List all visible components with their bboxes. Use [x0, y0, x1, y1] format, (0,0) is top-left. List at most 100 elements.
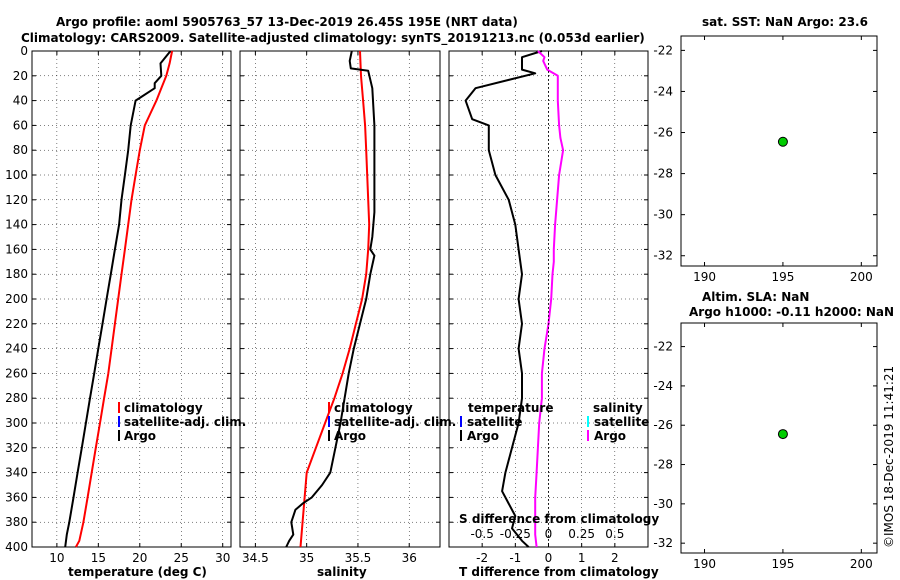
x-tick-label: 34.5 [242, 551, 269, 565]
legend-label-climatology: climatology [124, 401, 203, 415]
legend-swatch-s-satellite [587, 416, 589, 427]
x-tick-label: 15 [91, 551, 106, 565]
x-tick-label: 35.5 [345, 551, 372, 565]
argo-line [285, 50, 376, 548]
legend-swatch-climatology [328, 402, 330, 413]
legend-label-satellite: satellite-adj. clim. [334, 415, 456, 429]
y-tick-label: 360 [5, 490, 28, 504]
x-tick-label: 1 [578, 551, 586, 565]
y-tick-label: 240 [5, 342, 28, 356]
legend-title-salinity: salinity [593, 401, 643, 415]
s-tick-label: -0.5 [470, 527, 493, 541]
y-tick-label: -24 [653, 84, 673, 98]
y-tick-label: -26 [653, 418, 673, 432]
legend-swatch-s-argo [587, 430, 589, 441]
y-tick-label: -26 [653, 126, 673, 140]
y-tick-label: 100 [5, 168, 28, 182]
salinity-xlabel: salinity [317, 565, 367, 579]
map-frame [680, 322, 878, 554]
legend-title-temperature: temperature [468, 401, 553, 415]
legend-swatch-climatology [118, 402, 120, 413]
y-tick-label: -28 [653, 458, 673, 472]
x-tick-label: 0 [545, 551, 553, 565]
legend-swatch-t-satellite [460, 416, 462, 427]
climatology-line [299, 50, 371, 548]
x-tick-label: 200 [850, 557, 873, 571]
legend-label-s-argo: Argo [594, 429, 626, 443]
title-line-2: Climatology: CARS2009. Satellite-adjuste… [21, 31, 645, 46]
argo-position-marker [777, 429, 788, 440]
y-tick-label: 120 [5, 193, 28, 207]
temperature-legend: climatology satellite-adj. clim. Argo [118, 401, 246, 443]
legend-swatch-t-argo [460, 430, 462, 441]
x-tick-label: 190 [693, 557, 716, 571]
s-tick-label: 0.25 [568, 527, 595, 541]
x-tick-label: 2 [611, 551, 619, 565]
legend-swatch-satellite [118, 416, 120, 427]
y-tick-label: 200 [5, 292, 28, 306]
y-tick-label: -22 [653, 340, 673, 354]
sst-map-title: sat. SST: NaN Argo: 23.6 [702, 15, 868, 29]
y-tick-label: 60 [13, 118, 28, 132]
legend-label-satellite: satellite-adj. clim. [124, 415, 246, 429]
s-tick-label: 0.5 [605, 527, 624, 541]
x-tick-label: 10 [49, 551, 64, 565]
argo-position-marker [777, 136, 788, 147]
y-tick-label: -22 [653, 43, 673, 57]
y-tick-label: 180 [5, 267, 28, 281]
y-tick-label: 340 [5, 466, 28, 480]
y-tick-label: 220 [5, 317, 28, 331]
x-tick-label: 25 [174, 551, 189, 565]
x-tick-label: 195 [771, 557, 794, 571]
y-tick-label: -24 [653, 379, 673, 393]
y-tick-label: 380 [5, 515, 28, 529]
x-tick-label: -1 [509, 551, 521, 565]
y-tick-label: 260 [5, 366, 28, 380]
legend-label-s-satellite: satellite [594, 415, 649, 429]
x-tick-label: 35 [299, 551, 314, 565]
timestamp: ©IMOS 18-Dec-2019 11:41:21 [882, 366, 896, 548]
sst-map-panel: -22 -24 -26 -28 -30 -32 190 195 200 [653, 35, 878, 284]
y-tick-label: -30 [653, 208, 673, 222]
salinity-legend: climatology satellite-adj. clim. Argo [328, 401, 456, 443]
difference-xlabel: T difference from climatology [459, 565, 659, 579]
legend-label-argo: Argo [334, 429, 366, 443]
title-line-1: Argo profile: aoml 5905763_57 13-Dec-201… [56, 15, 518, 30]
argo-line [64, 50, 172, 548]
salinity-panel: 34.5 35 35.5 36 [239, 50, 441, 565]
temperature-xlabel: temperature (deg C) [68, 565, 207, 579]
y-tick-label: 320 [5, 441, 28, 455]
legend-swatch-satellite [328, 416, 330, 427]
x-tick-label: 190 [693, 270, 716, 284]
y-tick-label: 400 [5, 540, 28, 554]
y-tick-label: -30 [653, 497, 673, 511]
difference-panel: -2 -1 0 1 2 -0.5 -0.25 0 0.25 0.5 [448, 50, 649, 565]
legend-label-t-argo: Argo [467, 429, 499, 443]
y-tick-label: 20 [13, 69, 28, 83]
y-tick-label: 160 [5, 242, 28, 256]
map-frame [680, 35, 878, 267]
t-difference-line [464, 50, 543, 548]
legend-swatch-argo [328, 430, 330, 441]
difference-legend: temperature satellite Argo salinity sate… [460, 401, 649, 443]
s-tick-label: -0.25 [500, 527, 531, 541]
y-tick-label: 280 [5, 391, 28, 405]
temperature-panel: 0 20 40 60 80 100 120 140 160 180 200 220 240 260 280 3… [5, 44, 232, 565]
x-tick-label: 30 [215, 551, 230, 565]
y-tick-label: -32 [653, 249, 673, 263]
s-tick-label: 0 [545, 527, 553, 541]
legend-label-argo: Argo [124, 429, 156, 443]
x-tick-label: 36 [402, 551, 417, 565]
x-tick-label: 195 [771, 270, 794, 284]
y-tick-label: -28 [653, 167, 673, 181]
y-tick-label: -32 [653, 536, 673, 550]
difference-xlabel-top: S difference from climatology [459, 512, 659, 526]
x-tick-label: 20 [132, 551, 147, 565]
sla-map-panel: -22 -24 -26 -28 -30 -32 190 195 200 [653, 322, 878, 571]
s-difference-line [534, 50, 565, 548]
y-tick-label: 300 [5, 416, 28, 430]
y-tick-label: 140 [5, 218, 28, 232]
sla-map-title-1: Altim. SLA: NaN [702, 290, 809, 304]
sla-map-title-2: Argo h1000: -0.11 h2000: NaN [689, 305, 894, 319]
